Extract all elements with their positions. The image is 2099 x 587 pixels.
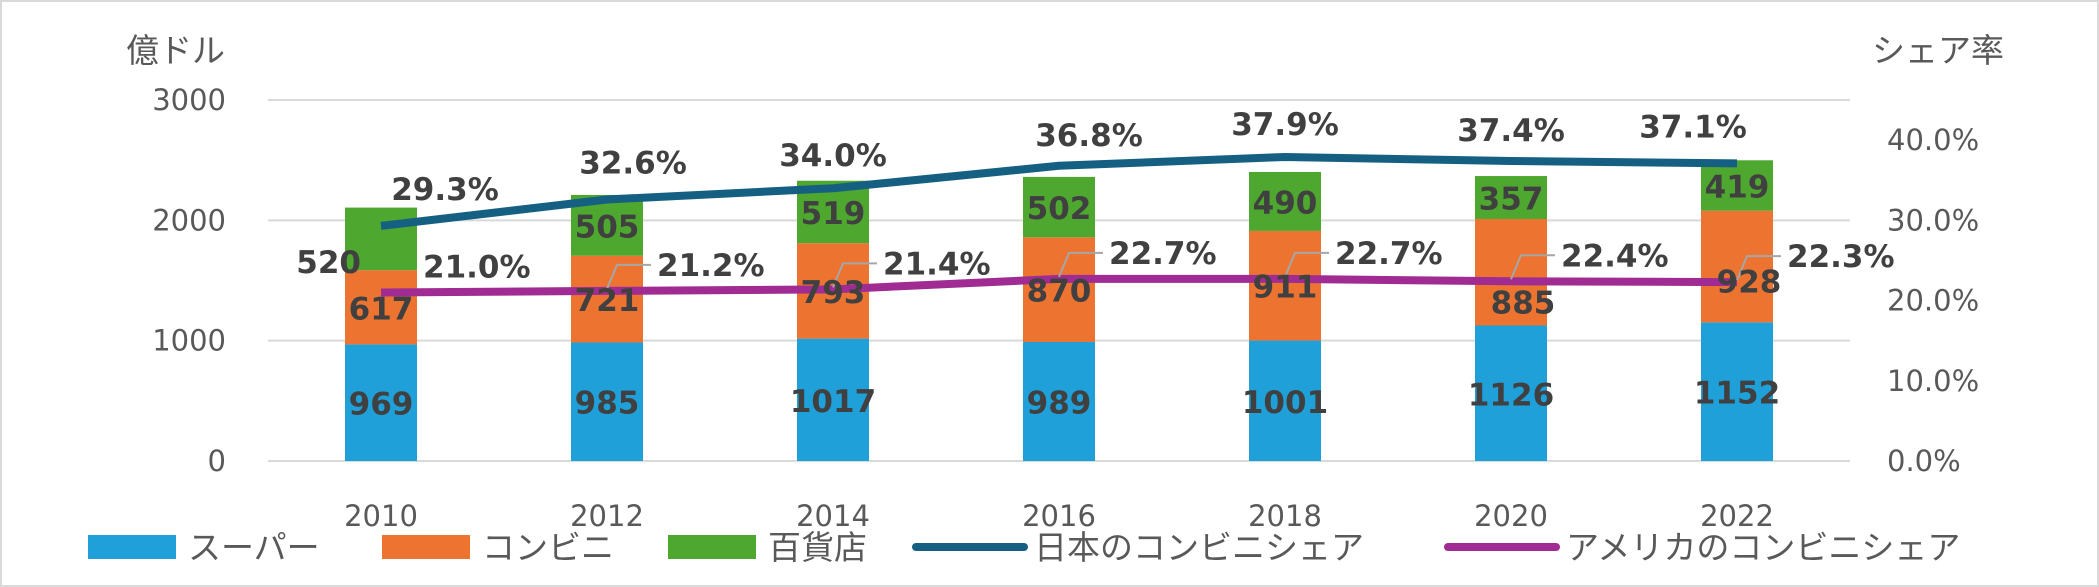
bar-segment xyxy=(571,255,643,343)
japan-share-label: 37.1% xyxy=(1639,109,1747,145)
bar-data-label: 519 xyxy=(801,196,866,232)
us-share-label: 21.4% xyxy=(883,246,991,282)
left-axis-tick-label: 2000 xyxy=(152,203,226,237)
bar-data-label: 989 xyxy=(1027,385,1092,421)
right-axis-tick-label: 20.0% xyxy=(1887,284,1979,318)
us-share-label: 22.4% xyxy=(1561,238,1669,274)
japan-share-label: 34.0% xyxy=(779,138,887,174)
x-axis-tick-label: 2016 xyxy=(1022,499,1096,533)
bar-segment xyxy=(1023,341,1095,461)
bar-data-label: 885 xyxy=(1491,286,1556,322)
japan-share-label: 36.8% xyxy=(1035,118,1143,154)
bar-segment xyxy=(1475,325,1547,461)
right-axis-tick-label: 30.0% xyxy=(1887,203,1979,237)
bar-segment xyxy=(1475,176,1547,220)
right-axis-tick-label: 0.0% xyxy=(1887,444,1961,478)
x-axis-tick-label: 2022 xyxy=(1700,499,1774,533)
bar-data-label: 505 xyxy=(575,209,640,245)
bar-segment xyxy=(1023,237,1095,342)
us-share-label: 22.7% xyxy=(1335,236,1443,272)
leader-line xyxy=(1510,254,1555,280)
left-axis-ticks: 0 1000 2000 3000 xyxy=(152,83,226,478)
bar-segment xyxy=(1249,340,1321,461)
bar-data-label: 520 xyxy=(296,245,361,281)
japan-share-label: 37.9% xyxy=(1231,107,1339,143)
japan-share-label: 32.6% xyxy=(579,145,687,181)
bar-data-label: 357 xyxy=(1479,182,1544,218)
right-axis-unit-label: シェア率 xyxy=(1872,31,2004,70)
left-axis-tick-label: 1000 xyxy=(152,324,226,358)
bar-data-label: 969 xyxy=(349,387,414,423)
bar-segment xyxy=(345,344,417,461)
us-share-label: 21.0% xyxy=(423,250,531,286)
x-axis-tick-label: 2012 xyxy=(570,499,644,533)
bar-data-label: 1001 xyxy=(1242,385,1328,421)
bars xyxy=(345,160,1773,461)
bar-data-label: 490 xyxy=(1253,185,1318,221)
japan-share-label: 29.3% xyxy=(391,172,499,208)
us-share-label: 22.7% xyxy=(1109,236,1217,272)
legend-swatch xyxy=(668,535,756,559)
share-line xyxy=(380,152,1738,230)
leader-line xyxy=(1284,251,1329,278)
bar-segment xyxy=(571,342,643,461)
bar-data-label: 985 xyxy=(575,386,640,422)
x-axis-tick-label: 2020 xyxy=(1474,499,1548,533)
bar-data-label: 1017 xyxy=(790,384,876,420)
leader-line xyxy=(832,262,877,288)
bar-data-label: 502 xyxy=(1027,191,1092,227)
leader-line xyxy=(606,263,651,290)
right-axis-tick-label: 10.0% xyxy=(1887,364,1979,398)
bar-data-label: 617 xyxy=(349,291,414,327)
right-axis-ticks: 0.0% 10.0% 20.0% 30.0% 40.0% xyxy=(1887,123,1979,478)
share-lines xyxy=(380,152,1781,297)
bar-segment xyxy=(1249,230,1321,341)
japan-share-label: 37.4% xyxy=(1457,113,1565,149)
bar-data-label: 1152 xyxy=(1694,376,1780,412)
x-axis-tick-label: 2018 xyxy=(1248,499,1322,533)
bar-segment xyxy=(345,270,417,345)
bar-segment xyxy=(1701,322,1773,461)
bar-data-label: 793 xyxy=(801,275,866,311)
legend-label: 百貨店 xyxy=(768,528,867,567)
legend-label: 日本のコンビニシェア xyxy=(1034,528,1364,567)
bar-segment xyxy=(1701,160,1773,211)
left-axis-tick-label: 3000 xyxy=(152,83,226,117)
share-line xyxy=(380,274,1738,297)
x-axis-tick-label: 2010 xyxy=(344,499,418,533)
leader-line xyxy=(1058,251,1103,278)
legend-label: スーパー xyxy=(188,528,320,567)
leader-line xyxy=(1736,255,1781,281)
right-axis-tick-label: 40.0% xyxy=(1887,123,1979,157)
us-share-label: 22.3% xyxy=(1787,239,1895,275)
bar-data-label: 419 xyxy=(1705,169,1770,205)
bar-segment xyxy=(345,207,417,271)
legend-swatch xyxy=(382,535,470,559)
legend-label: アメリカのコンビニシェア xyxy=(1566,528,1960,567)
bar-data-label: 721 xyxy=(575,283,640,319)
x-axis-ticks: 2010 2012 2014 2016 2018 2020 2022 xyxy=(344,499,1774,533)
bar-data-label: 911 xyxy=(1253,270,1318,306)
us-share-label: 21.2% xyxy=(657,248,765,284)
legend-swatch xyxy=(88,535,176,559)
bar-data-label: 870 xyxy=(1027,274,1092,310)
legend-label: コンビニ xyxy=(482,528,614,567)
bar-segment xyxy=(1475,219,1547,326)
bar-segment xyxy=(797,338,869,461)
bar-segment xyxy=(1249,171,1321,231)
legend: スーパー コンビニ 百貨店 日本のコンビニシェア アメリカのコンビニシェア xyxy=(88,528,1960,567)
bar-segment xyxy=(1701,210,1773,323)
data-labels: 969 617 520 985 721 505 1017 793 519 989 870 502 100… xyxy=(296,107,1894,423)
left-axis-tick-label: 0 xyxy=(208,444,226,478)
bar-data-label: 928 xyxy=(1717,265,1782,301)
bar-segment xyxy=(1023,176,1095,238)
left-axis-unit-label: 億ドル xyxy=(126,31,225,70)
x-axis-tick-label: 2014 xyxy=(796,499,870,533)
bar-data-label: 1126 xyxy=(1468,377,1554,413)
